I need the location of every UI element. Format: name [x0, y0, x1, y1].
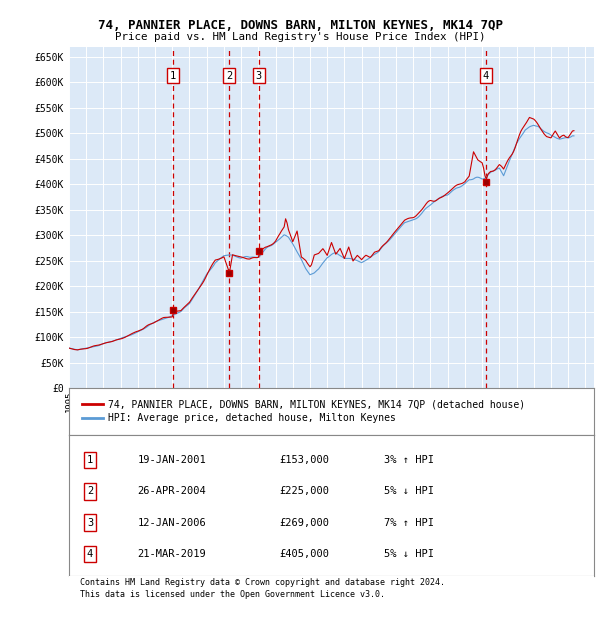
- Text: 3: 3: [87, 518, 93, 528]
- Text: 74, PANNIER PLACE, DOWNS BARN, MILTON KEYNES, MK14 7QP: 74, PANNIER PLACE, DOWNS BARN, MILTON KE…: [97, 19, 503, 32]
- Text: Price paid vs. HM Land Registry's House Price Index (HPI): Price paid vs. HM Land Registry's House …: [115, 32, 485, 42]
- Text: 2: 2: [226, 71, 233, 81]
- Text: 12-JAN-2006: 12-JAN-2006: [137, 518, 206, 528]
- Text: 2: 2: [87, 487, 93, 497]
- Legend: 74, PANNIER PLACE, DOWNS BARN, MILTON KEYNES, MK14 7QP (detached house), HPI: Av: 74, PANNIER PLACE, DOWNS BARN, MILTON KE…: [79, 397, 529, 427]
- Text: Contains HM Land Registry data © Crown copyright and database right 2024.
This d: Contains HM Land Registry data © Crown c…: [79, 578, 445, 600]
- Text: £225,000: £225,000: [279, 487, 329, 497]
- Text: 4: 4: [87, 549, 93, 559]
- Text: 21-MAR-2019: 21-MAR-2019: [137, 549, 206, 559]
- Text: 19-JAN-2001: 19-JAN-2001: [137, 455, 206, 466]
- Text: £153,000: £153,000: [279, 455, 329, 466]
- Text: 1: 1: [170, 71, 176, 81]
- Text: 5% ↓ HPI: 5% ↓ HPI: [384, 549, 434, 559]
- Text: 26-APR-2004: 26-APR-2004: [137, 487, 206, 497]
- Text: 3% ↑ HPI: 3% ↑ HPI: [384, 455, 434, 466]
- Text: 1: 1: [87, 455, 93, 466]
- Text: 5% ↓ HPI: 5% ↓ HPI: [384, 487, 434, 497]
- Text: 3: 3: [256, 71, 262, 81]
- Text: 4: 4: [483, 71, 489, 81]
- Text: £405,000: £405,000: [279, 549, 329, 559]
- Text: £269,000: £269,000: [279, 518, 329, 528]
- Text: 7% ↑ HPI: 7% ↑ HPI: [384, 518, 434, 528]
